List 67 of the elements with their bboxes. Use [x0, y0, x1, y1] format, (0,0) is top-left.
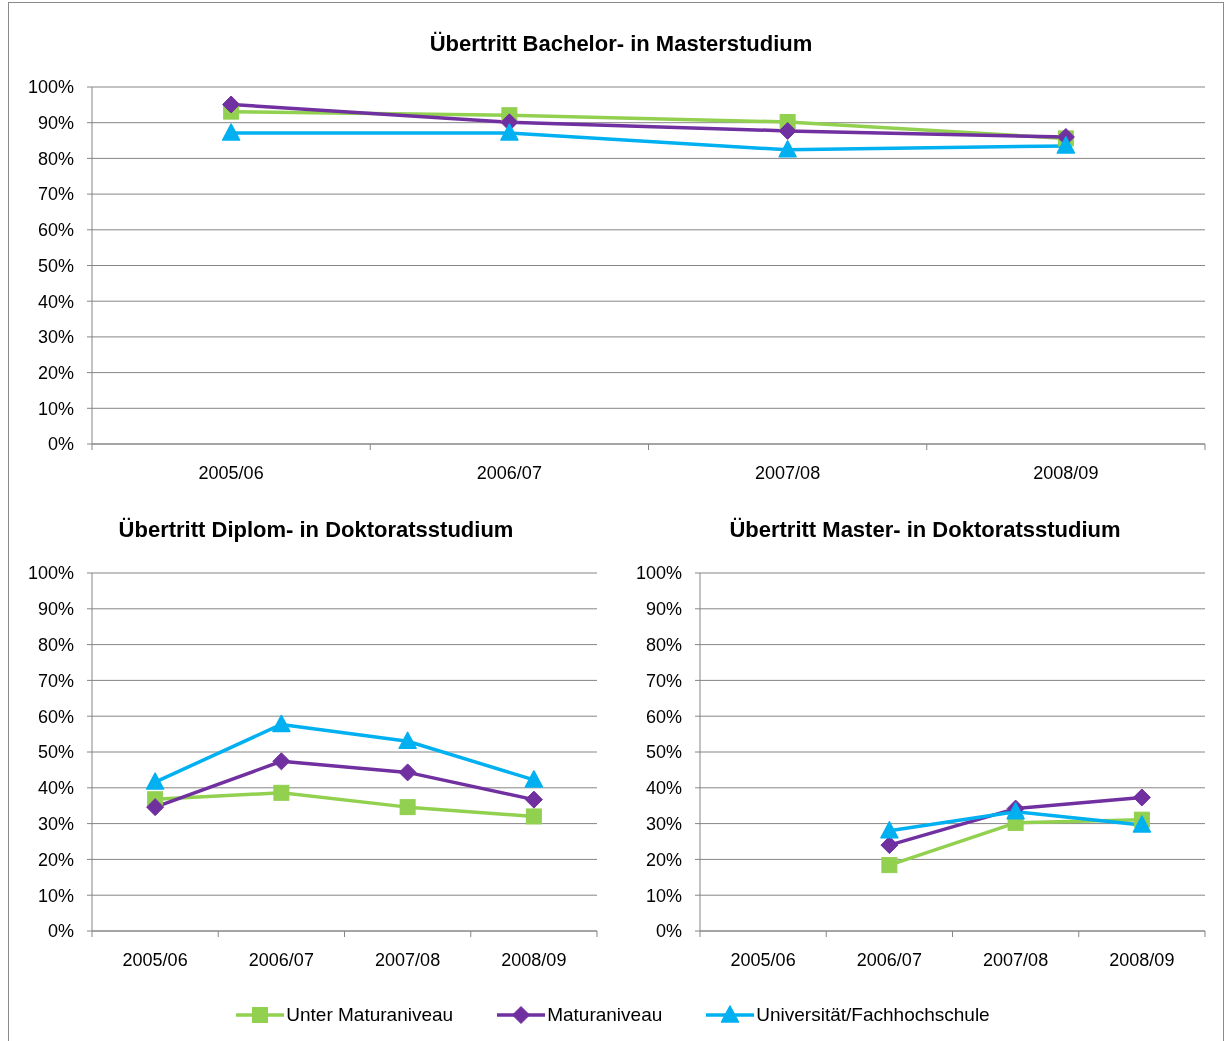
y-tick-label: 20%	[37, 362, 74, 383]
x-tick-label: 2007/08	[983, 949, 1049, 970]
y-tick-label: 50%	[37, 255, 74, 276]
point	[145, 772, 165, 790]
y-tick-label: 10%	[37, 885, 74, 906]
point	[524, 790, 543, 809]
y-tick-label: 30%	[37, 327, 74, 348]
point	[273, 784, 290, 801]
chart-title: Übertritt Diplom- in Doktoratsstudium	[118, 517, 514, 543]
point	[398, 763, 417, 782]
y-tick-label: 100%	[635, 563, 682, 584]
y-tick-label: 60%	[645, 706, 682, 727]
x-tick-label: 2005/06	[122, 949, 188, 970]
legend-label: Maturaniveau	[547, 1004, 663, 1026]
y-tick-label: 40%	[37, 778, 74, 799]
x-tick-label: 2006/07	[248, 949, 314, 970]
point	[881, 857, 898, 874]
y-tick-label: 0%	[47, 921, 74, 942]
y-tick-label: 10%	[37, 398, 74, 419]
y-tick-label: 90%	[37, 599, 74, 620]
y-tick-label: 70%	[37, 670, 74, 691]
point	[399, 799, 416, 816]
x-tick-label: 2005/06	[198, 462, 264, 483]
y-tick-label: 50%	[37, 742, 74, 763]
y-tick-label: 20%	[37, 849, 74, 870]
chart-title: Übertritt Bachelor- in Masterstudium	[429, 31, 813, 57]
x-tick-label: 2005/06	[730, 949, 796, 970]
y-tick-label: 100%	[27, 563, 74, 584]
y-tick-label: 30%	[645, 813, 682, 834]
y-tick-label: 80%	[645, 634, 682, 655]
y-tick-label: 20%	[645, 849, 682, 870]
point	[146, 798, 165, 817]
y-tick-label: 50%	[645, 742, 682, 763]
y-tick-label: 90%	[645, 599, 682, 620]
point	[525, 808, 542, 825]
chart-title: Übertritt Master- in Doktoratsstudium	[729, 517, 1121, 543]
point	[524, 770, 544, 788]
x-tick-label: 2006/07	[476, 462, 542, 483]
y-tick-label: 100%	[27, 77, 74, 98]
y-tick-label: 60%	[37, 706, 74, 727]
y-tick-label: 40%	[37, 291, 74, 312]
legend-label: Universität/Fachhochschule	[756, 1004, 990, 1026]
y-tick-label: 0%	[47, 434, 74, 455]
y-tick-label: 0%	[655, 921, 682, 942]
x-tick-label: 2006/07	[856, 949, 922, 970]
y-tick-label: 70%	[645, 670, 682, 691]
point	[880, 821, 899, 839]
point	[398, 731, 417, 750]
x-tick-label: 2007/08	[375, 949, 441, 970]
x-tick-label: 2008/09	[501, 949, 567, 970]
point	[272, 752, 291, 771]
point	[880, 836, 899, 855]
y-tick-label: 40%	[645, 778, 682, 799]
point	[272, 714, 291, 733]
x-tick-label: 2008/09	[1109, 949, 1175, 970]
y-tick-label: 90%	[37, 113, 74, 134]
point	[1132, 815, 1152, 833]
y-tick-label: 80%	[37, 634, 74, 655]
y-tick-label: 70%	[37, 184, 74, 205]
y-tick-label: 80%	[37, 148, 74, 169]
legend-label: Unter Maturaniveau	[286, 1004, 454, 1026]
y-tick-label: 60%	[37, 220, 74, 241]
x-tick-label: 2007/08	[755, 462, 821, 483]
x-tick-label: 2008/09	[1033, 462, 1099, 483]
y-tick-label: 10%	[645, 885, 682, 906]
y-tick-label: 30%	[37, 813, 74, 834]
point	[1132, 788, 1151, 807]
